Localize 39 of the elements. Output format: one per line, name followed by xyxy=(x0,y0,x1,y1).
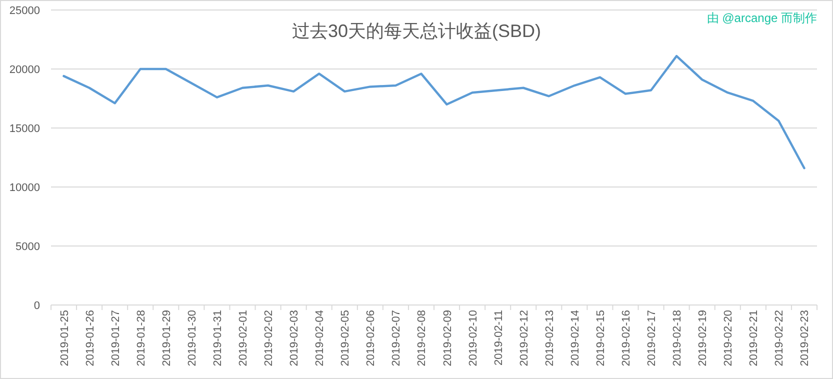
x-tick-label: 2019-02-11 xyxy=(492,310,505,366)
x-tick-label: 2019-02-12 xyxy=(518,310,530,366)
x-tick-label: 2019-02-15 xyxy=(594,310,607,366)
x-tick-label: 2019-02-13 xyxy=(544,310,556,366)
line-series xyxy=(62,54,806,170)
x-tick-label: 2019-02-04 xyxy=(314,310,326,366)
x-tick-label: 2019-01-29 xyxy=(160,310,173,366)
x-tick-label: 2019-02-16 xyxy=(620,310,632,366)
x-tick-label: 2019-02-18 xyxy=(672,310,684,366)
x-tick-label: 2019-01-27 xyxy=(110,310,122,366)
y-tick-label: 10000 xyxy=(9,182,40,194)
x-tick-label: 2019-02-09 xyxy=(442,310,454,366)
y-tick-label: 15000 xyxy=(9,123,40,135)
y-tick-label: 20000 xyxy=(9,64,40,76)
y-tick-label: 0 xyxy=(34,300,40,312)
x-tick-label: 2019-02-23 xyxy=(799,310,812,366)
x-tick-label: 2019-02-03 xyxy=(288,310,301,366)
x-tick-label: 2019-02-01 xyxy=(238,310,250,366)
x-tick-label: 2019-02-10 xyxy=(467,310,480,366)
x-tick-label: 2019-02-07 xyxy=(390,310,403,366)
x-tick-label: 2019-02-20 xyxy=(722,310,735,366)
annotation: 由 @arcange 而制作 xyxy=(706,11,817,25)
x-tick-label: 2019-01-31 xyxy=(212,310,224,366)
y-tick-label: 25000 xyxy=(9,5,40,17)
x-tick-label: 2019-01-30 xyxy=(186,310,198,366)
x-tick-label: 2019-01-25 xyxy=(58,310,71,366)
x-tick-label: 2019-02-08 xyxy=(416,310,428,366)
x-tick-label: 2019-02-06 xyxy=(365,310,378,366)
x-tick-label: 2019-02-22 xyxy=(774,310,786,366)
y-tick-label: 5000 xyxy=(16,241,40,253)
x-tick-label: 2019-02-17 xyxy=(646,310,658,366)
text: 过去30天的每天总计收益(SBD) xyxy=(292,21,542,41)
x-tick-label: 2019-02-14 xyxy=(569,310,582,366)
x-tick-label: 2019-02-19 xyxy=(697,310,710,366)
x-tick-label: 2019-02-21 xyxy=(748,310,760,366)
x-tick-label: 2019-02-02 xyxy=(263,310,276,366)
x-tick-label: 2019-02-05 xyxy=(340,310,352,366)
x-tick-label: 2019-01-28 xyxy=(135,310,148,366)
x-tick-label: 2019-01-26 xyxy=(84,310,96,366)
